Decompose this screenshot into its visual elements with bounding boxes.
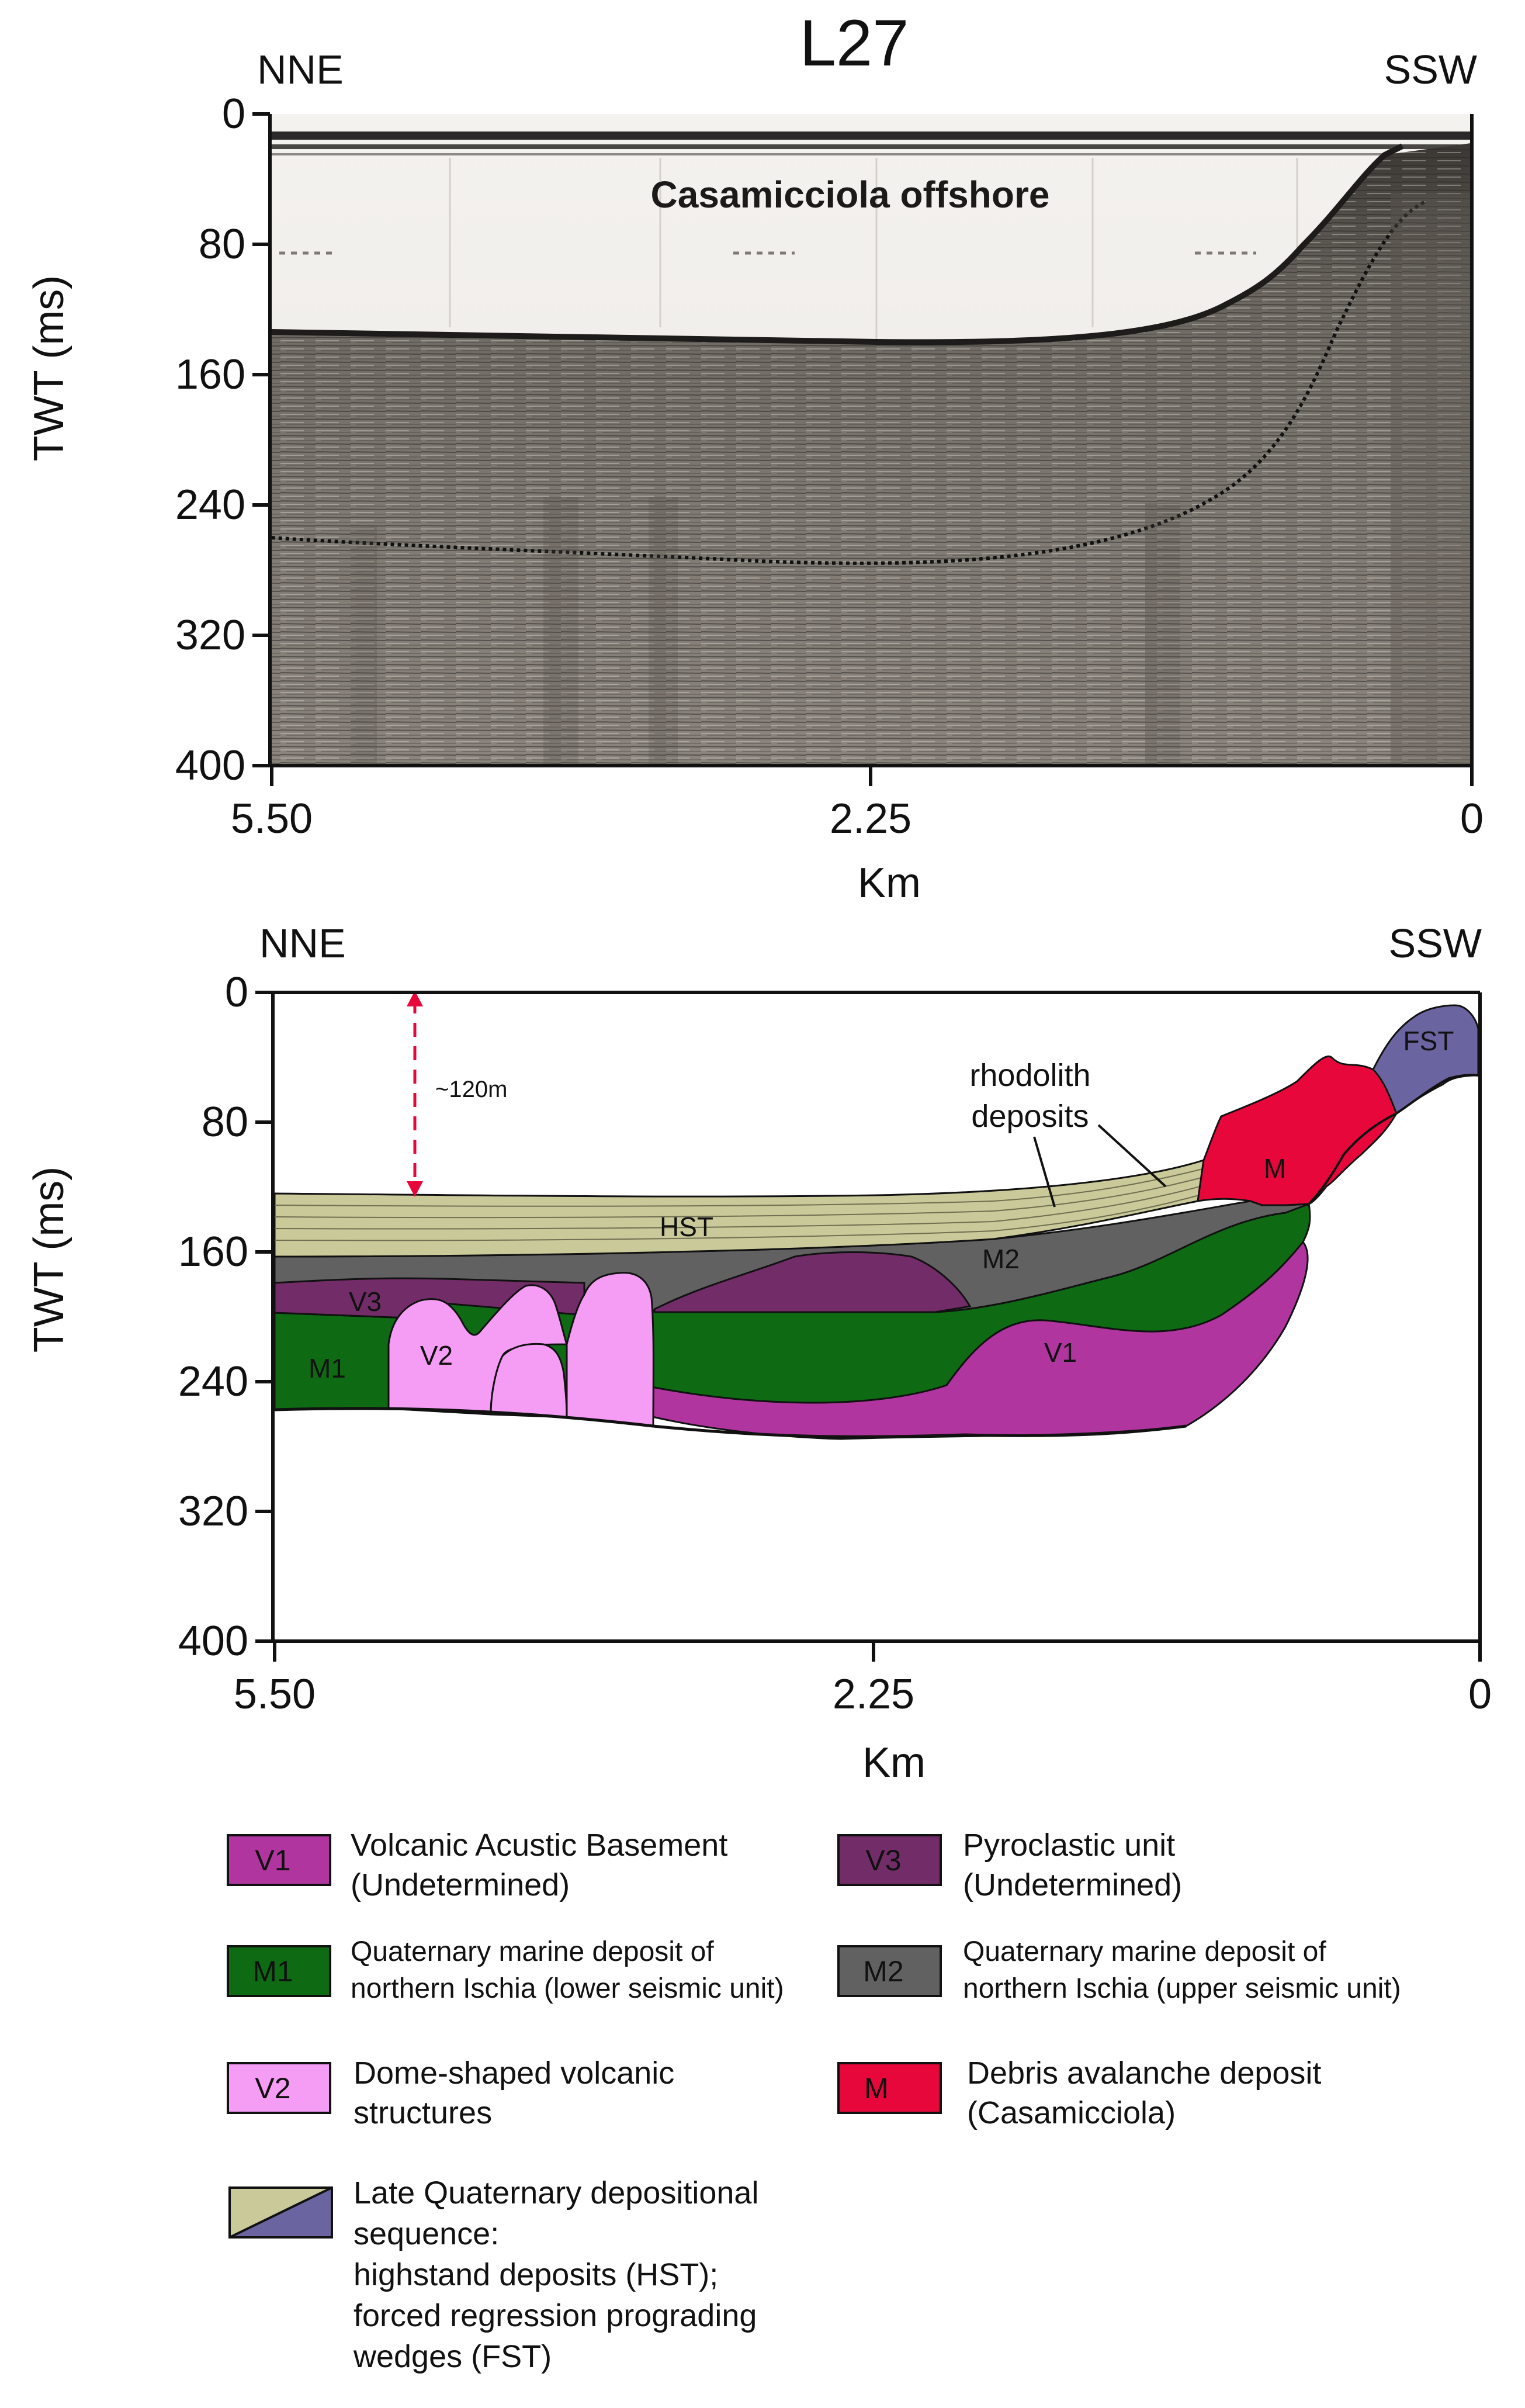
legend-text-v3-line2: (Undetermined) [963, 1867, 1182, 1902]
legend-text-v2-line2: structures [353, 2095, 492, 2130]
unit-labels: FST M HST M2 V3 V2 M1 V1 [309, 1026, 1454, 1383]
legend-code-v3: V3 [865, 1844, 901, 1877]
legend-text-m-line1: Debris avalanche deposit [967, 2056, 1321, 2091]
legend-item-v1: V1 Volcanic Acustic Basement (Undetermin… [227, 1828, 727, 1902]
legend-item-m: M Debris avalanche deposit (Casamicciola… [837, 2056, 1321, 2130]
bottom-y-tick-label: 320 [178, 1488, 248, 1535]
legend-text-m2-line1: Quaternary marine deposit of [963, 1936, 1326, 1967]
label-hst: HST [660, 1212, 713, 1242]
top-x-tick-label: 0 [1460, 795, 1484, 842]
unit-v2-dome-c-polygon [566, 1272, 654, 1427]
legend-text-v1-line1: Volcanic Acustic Basement [351, 1828, 727, 1863]
bottom-y-tick-label: 0 [225, 969, 248, 1016]
legend-text-lq-line5: wedges (FST) [353, 2339, 552, 2374]
seismic-profile-image: Casamicciola offshore [271, 114, 1471, 766]
top-y-tick-label: 400 [175, 742, 245, 789]
rhodolith-leader-lines [1033, 1124, 1167, 1208]
legend-text-v1-line2: (Undetermined) [351, 1867, 570, 1902]
bottom-y-axis-label: TWT (ms) [26, 1167, 72, 1353]
legend-code-m: M [864, 2072, 889, 2105]
label-m1: M1 [309, 1353, 346, 1383]
top-x-tick-label: 2.25 [830, 795, 911, 842]
rhodolith-label-line1: rhodolith [969, 1058, 1090, 1093]
legend-text-lq-line1: Late Quaternary depositional [353, 2175, 758, 2210]
top-y-tick-label: 240 [175, 482, 245, 528]
legend-swatch-v2 [227, 2062, 331, 2114]
top-dir-right: SSW [1384, 47, 1477, 92]
legend-code-m1: M1 [252, 1955, 293, 1988]
figure-title: L27 [800, 6, 909, 79]
hst-laminae [274, 1168, 1203, 1241]
legend-text-v3-line1: Pyroclastic unit [963, 1828, 1175, 1863]
bottom-panel: NNE SSW FST [26, 921, 1492, 1786]
top-y-tick-label: 320 [175, 612, 245, 659]
legend-text-lq-line3: highstand deposits (HST); [353, 2257, 718, 2292]
label-v2: V2 [420, 1340, 453, 1371]
label-fst: FST [1403, 1026, 1454, 1056]
legend-text-lq-line4: forced regression prograding [353, 2298, 757, 2333]
label-m: M [1264, 1153, 1286, 1184]
depth-annotation: ~120m [435, 1077, 507, 1102]
legend-code-m2: M2 [863, 1955, 903, 1988]
legend-swatch-m [837, 2062, 942, 2114]
top-x-axis-label: Km [858, 860, 921, 907]
top-y-tick-label: 160 [175, 351, 245, 398]
legend: V1 Volcanic Acustic Basement (Undetermin… [227, 1828, 1401, 2374]
top-y-ticks: 0 80 160 240 320 400 [175, 91, 270, 789]
bottom-y-ticks: 0 80 160 240 320 400 [178, 969, 273, 1665]
legend-item-m2: M2 Quaternary marine deposit of northern… [837, 1936, 1401, 2004]
rhodolith-label-line2: deposits [971, 1099, 1089, 1134]
legend-swatch-late-quaternary [228, 2186, 333, 2239]
seafloor-line [1308, 1074, 1479, 1205]
bottom-dir-right: SSW [1389, 921, 1482, 966]
top-x-ticks: 5.50 2.25 0 [231, 766, 1484, 842]
unit-m-polygon [1197, 1055, 1398, 1206]
top-y-tick-label: 0 [222, 91, 245, 137]
seismic-profile-label: Casamicciola offshore [651, 174, 1050, 216]
legend-code-v2: V2 [255, 2072, 290, 2105]
top-y-tick-label: 80 [199, 221, 245, 268]
depth-arrow [407, 991, 423, 1197]
bottom-x-tick-label: 5.50 [234, 1671, 316, 1718]
top-x-tick-label: 5.50 [231, 795, 313, 842]
bottom-axes [271, 991, 1482, 1643]
legend-text-v2-line1: Dome-shaped volcanic [353, 2056, 674, 2091]
unit-v3-mound-polygon [653, 1251, 972, 1313]
legend-swatch-v1 [227, 1834, 331, 1886]
legend-text-m-line2: (Casamicciola) [967, 2095, 1176, 2130]
bottom-y-tick-label: 80 [202, 1099, 248, 1146]
legend-text-m1-line2: northern Ischia (lower seismic unit) [351, 1973, 784, 2004]
top-dir-left: NNE [257, 47, 344, 92]
bottom-y-tick-label: 240 [178, 1358, 248, 1405]
bottom-x-tick-label: 0 [1468, 1671, 1492, 1718]
label-v1: V1 [1044, 1337, 1077, 1368]
top-y-axis-label: TWT (ms) [26, 275, 72, 462]
legend-swatch-m2 [837, 1945, 942, 1997]
bottom-y-tick-label: 160 [178, 1229, 248, 1275]
top-panel: NNE SSW [26, 47, 1484, 907]
legend-swatch-v3 [837, 1834, 942, 1886]
unit-v2-dome-b-polygon [490, 1343, 568, 1418]
legend-item-late-quaternary: Late Quaternary depositional sequence: h… [228, 2175, 758, 2374]
section-base-line [274, 1407, 1187, 1438]
bottom-x-axis-label: Km [862, 1739, 926, 1786]
legend-text-m2-line2: northern Ischia (upper seismic unit) [963, 1973, 1401, 2004]
bottom-dir-left: NNE [259, 921, 346, 966]
legend-text-lq-line2: sequence: [353, 2216, 499, 2251]
label-v3: V3 [349, 1286, 382, 1317]
legend-item-v3: V3 Pyroclastic unit (Undetermined) [837, 1828, 1182, 1902]
bottom-x-ticks: 5.50 2.25 0 [234, 1641, 1492, 1718]
legend-swatch-m1 [227, 1945, 331, 1997]
legend-code-v1: V1 [255, 1844, 290, 1877]
legend-text-m1-line1: Quaternary marine deposit of [351, 1936, 714, 1967]
label-m2: M2 [982, 1244, 1020, 1274]
legend-item-v2: V2 Dome-shaped volcanic structures [227, 2056, 674, 2130]
bottom-y-tick-label: 400 [178, 1618, 248, 1665]
legend-item-m1: M1 Quaternary marine deposit of northern… [227, 1936, 784, 2004]
bottom-x-tick-label: 2.25 [833, 1671, 914, 1718]
